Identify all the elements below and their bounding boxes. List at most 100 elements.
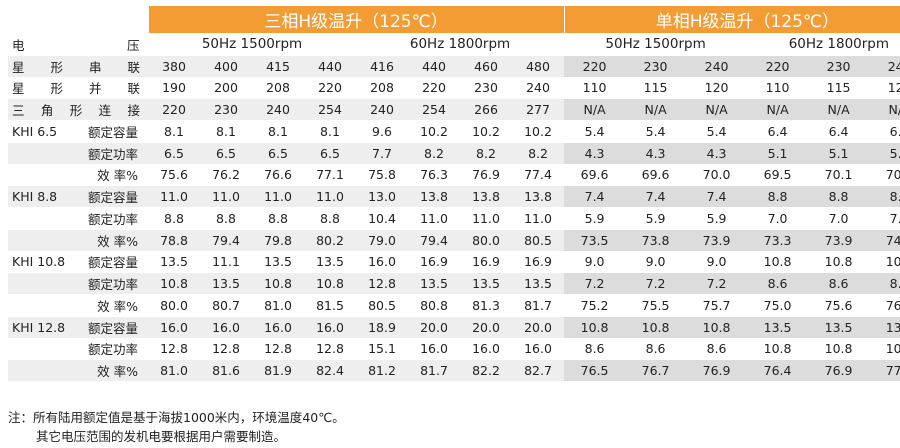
label-char: 联 — [127, 81, 140, 97]
table-row: 效 率% 75.6 76.2 76.6 77.1 75.8 76.3 76.9 77.4 69.6… — [8, 164, 900, 187]
table-cell: 240 — [512, 77, 565, 100]
table-row: 电压 50Hz 1500rpm 60Hz 1800rpm 50Hz 1500rpm 60… — [8, 33, 900, 56]
table-cell: 76.6 — [252, 164, 304, 187]
model-name — [8, 207, 68, 230]
table-cell: 11.0 — [252, 185, 304, 208]
table-row: KHI 6.5 额定容量 8.1 8.1 8.1 8.1 9.6 10.2 10.2 10.2 5.… — [8, 120, 900, 143]
table-cell: 81.3 — [460, 294, 512, 317]
model-name — [8, 338, 68, 361]
table-cell: 75.8 — [356, 164, 408, 187]
metric-label: 效 率% — [68, 294, 148, 317]
label-char: 连 — [98, 103, 112, 119]
table-cell: 73.3 — [747, 229, 809, 252]
table-cell: 15.1 — [356, 338, 408, 361]
table-cell: 76.9 — [460, 164, 512, 187]
table-cell: 80.5 — [512, 229, 565, 252]
model-name: KHI 10.8 — [8, 251, 68, 274]
table-cell: 10.2 — [512, 120, 565, 143]
table-cell: 82.4 — [304, 359, 356, 382]
table-cell: 208 — [252, 77, 304, 100]
table-cell: 8.2 — [460, 142, 512, 165]
connection-label: 三角形连接 — [8, 98, 148, 121]
table-cell: 10.8 — [304, 272, 356, 295]
table-cell: 76.3 — [408, 164, 460, 187]
table-cell: 10.8 — [808, 338, 870, 361]
table-cell: 254 — [408, 98, 460, 121]
table-cell: 11.1 — [200, 251, 252, 274]
table-cell: 76.7 — [625, 359, 687, 382]
table-cell: 4.3 — [625, 142, 687, 165]
table-cell: 16.9 — [460, 251, 512, 274]
table-row: 额定功率 10.8 13.5 10.8 10.8 12.8 13.5 13.5 13.5 7.2 7… — [8, 272, 900, 295]
table-cell: 110 — [747, 77, 809, 100]
label-char: 形 — [50, 59, 63, 75]
table-cell: 11.0 — [148, 185, 200, 208]
table-cell: 8.8 — [304, 207, 356, 230]
table-cell: 190 — [148, 77, 200, 100]
table-cell: 81.6 — [200, 359, 252, 382]
table-cell: 16.0 — [460, 338, 512, 361]
label-char: 三 — [12, 103, 25, 119]
table-cell: 69.6 — [625, 164, 687, 187]
table-cell: 81.0 — [252, 294, 304, 317]
three-phase-header: 三相H级温升（125℃） — [147, 6, 565, 34]
table-cell: 9.0 — [564, 251, 626, 274]
table-cell: 8.8 — [869, 185, 900, 208]
table-cell: 8.8 — [808, 185, 870, 208]
table-cell: 7.2 — [625, 272, 687, 295]
table-cell: 11.0 — [200, 185, 252, 208]
table-cell: 240 — [252, 98, 304, 121]
table-cell: 81.9 — [252, 359, 304, 382]
table-cell: 254 — [304, 98, 356, 121]
table-cell: 69.6 — [564, 164, 626, 187]
metric-label: 额定功率 — [68, 142, 148, 165]
table-cell: 415 — [252, 55, 304, 78]
table-cell: 10.2 — [408, 120, 460, 143]
label-char: 角 — [40, 103, 54, 119]
table-cell: 70.6 — [869, 164, 900, 187]
table-cell: 220 — [564, 55, 626, 78]
table-cell: 7.7 — [356, 142, 408, 165]
footnote-line-1: 注：所有陆用额定值是基于海拔1000米内，环境温度40℃。 — [8, 410, 345, 425]
table-cell: 76.4 — [747, 359, 809, 382]
table-cell: 10.4 — [356, 207, 408, 230]
table-cell: 10.8 — [747, 338, 809, 361]
table-row: KHI 10.8 额定容量 13.5 11.1 13.5 13.5 16.0 16.9 16.9… — [8, 251, 900, 274]
table-cell: 81.7 — [408, 359, 460, 382]
table-cell: 11.0 — [460, 207, 512, 230]
table-cell: 115 — [808, 77, 870, 100]
table-cell: 480 — [512, 55, 565, 78]
table-cell: 4.3 — [686, 142, 748, 165]
table-cell: 76.2 — [200, 164, 252, 187]
table-cell: 230 — [200, 98, 252, 121]
table-cell: 12.8 — [356, 272, 408, 295]
table-cell: 5.4 — [625, 120, 687, 143]
table-cell: 79.0 — [356, 229, 408, 252]
table-cell: 11.0 — [512, 207, 565, 230]
table-cell: 76.9 — [686, 359, 748, 382]
table-cell: 16.9 — [512, 251, 565, 274]
table-cell: 76.0 — [869, 294, 900, 317]
table-cell: 12.8 — [252, 338, 304, 361]
spec-table: 三相H级温升（125℃） 单相H级温升（125℃） 电压 50Hz 1500rpm… — [8, 6, 900, 382]
table-row: KHI 12.8 额定容量 16.0 16.0 16.0 16.0 18.9 20.0 20.0… — [8, 316, 900, 339]
table-cell: 79.4 — [200, 229, 252, 252]
table-cell: 7.0 — [808, 207, 870, 230]
table-cell: 266 — [460, 98, 512, 121]
table-cell: 5.1 — [869, 142, 900, 165]
table-cell: 77.4 — [869, 359, 900, 382]
table-cell: 75.6 — [148, 164, 200, 187]
table-cell: 10.8 — [564, 316, 626, 339]
table-cell: 73.9 — [808, 229, 870, 252]
table-cell: 75.2 — [564, 294, 626, 317]
table-cell: 12.8 — [304, 338, 356, 361]
table-cell: 80.2 — [304, 229, 356, 252]
label-char: 形 — [69, 103, 83, 119]
table-cell: 7.4 — [686, 185, 748, 208]
table-cell: 8.6 — [869, 272, 900, 295]
table-cell: 230 — [625, 55, 687, 78]
table-cell: 5.9 — [686, 207, 748, 230]
table-cell: 200 — [200, 77, 252, 100]
table-cell: 5.9 — [625, 207, 687, 230]
table-cell: 76.9 — [808, 359, 870, 382]
